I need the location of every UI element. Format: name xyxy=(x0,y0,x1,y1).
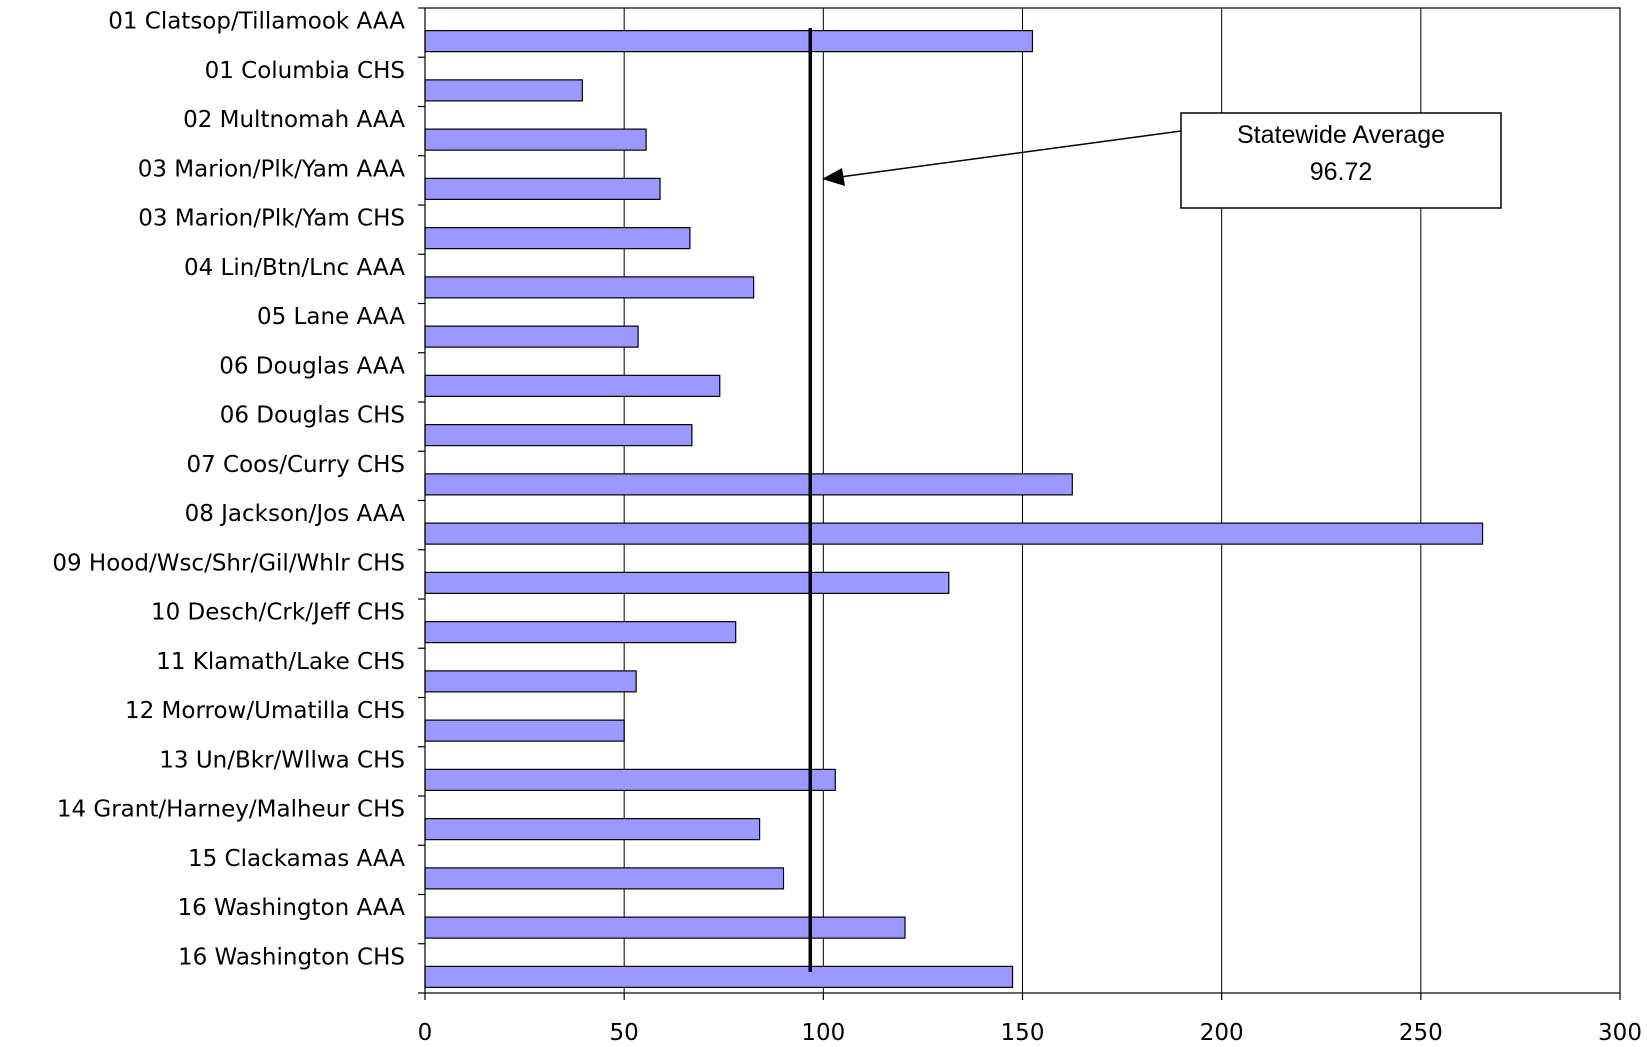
x-tick-label: 100 xyxy=(801,1020,845,1046)
category-label: 03 Marion/Plk/Yam CHS xyxy=(138,206,405,232)
x-tick-label: 150 xyxy=(1001,1020,1045,1046)
category-label: 08 Jackson/Jos AAA xyxy=(185,501,406,527)
category-label: 02 Multnomah AAA xyxy=(183,107,405,133)
callout-arrowhead xyxy=(822,168,845,186)
category-label: 01 Columbia CHS xyxy=(205,58,405,84)
bar xyxy=(424,621,737,644)
bar xyxy=(424,916,906,939)
category-label: 05 Lane AAA xyxy=(257,304,405,330)
category-label: 03 Marion/Plk/Yam AAA xyxy=(138,156,406,182)
bar xyxy=(424,30,1034,53)
x-tick-label: 50 xyxy=(610,1020,639,1046)
bar xyxy=(424,227,691,250)
callout-arrow-line xyxy=(839,130,1182,178)
bar xyxy=(424,276,755,299)
category-label: 16 Washington AAA xyxy=(177,895,405,921)
statewide-average-callout: Statewide Average 96.72 xyxy=(822,112,1502,209)
bar xyxy=(424,670,637,693)
bar xyxy=(424,522,1484,545)
category-label: 11 Klamath/Lake CHS xyxy=(156,649,405,675)
bar xyxy=(424,768,836,791)
bar xyxy=(424,571,950,594)
category-label: 06 Douglas CHS xyxy=(220,403,405,429)
bar xyxy=(424,128,647,151)
category-label: 14 Grant/Harney/Malheur CHS xyxy=(57,797,405,823)
callout-value: 96.72 xyxy=(1310,158,1373,186)
callout-box xyxy=(1180,112,1502,209)
category-label: 06 Douglas AAA xyxy=(219,353,405,379)
bar xyxy=(424,965,1014,988)
category-label: 09 Hood/Wsc/Shr/Gil/Whlr CHS xyxy=(52,550,405,576)
bars xyxy=(424,30,1484,988)
category-label: 13 Un/Bkr/Wllwa CHS xyxy=(159,747,405,773)
bar xyxy=(424,867,785,890)
category-label: 01 Clatsop/Tillamook AAA xyxy=(108,9,405,35)
axes xyxy=(418,7,1621,1000)
category-label: 07 Coos/Curry CHS xyxy=(186,452,405,478)
bar xyxy=(424,818,761,841)
x-tick-label: 200 xyxy=(1200,1020,1244,1046)
bar xyxy=(424,177,661,200)
category-label: 04 Lin/Btn/Lnc AAA xyxy=(184,255,405,281)
bar xyxy=(424,79,583,102)
x-tick-label: 0 xyxy=(418,1020,433,1046)
category-labels: 01 Clatsop/Tillamook AAA 01 Columbia CHS 0… xyxy=(52,9,405,971)
bar xyxy=(424,374,721,397)
x-tick-labels: 0 50 100 150 200 250 300 xyxy=(418,1020,1642,1046)
category-label: 15 Clackamas AAA xyxy=(188,846,405,872)
bar xyxy=(424,719,625,742)
category-label: 10 Desch/Crk/Jeff CHS xyxy=(151,600,405,626)
x-tick-label: 250 xyxy=(1399,1020,1443,1046)
bar xyxy=(424,473,1073,496)
bar xyxy=(424,325,639,348)
category-label: 12 Morrow/Umatilla CHS xyxy=(125,698,405,724)
bar xyxy=(424,424,693,447)
x-tick-label: 300 xyxy=(1598,1020,1642,1046)
category-label: 16 Washington CHS xyxy=(178,944,405,970)
callout-title: Statewide Average xyxy=(1237,121,1445,149)
